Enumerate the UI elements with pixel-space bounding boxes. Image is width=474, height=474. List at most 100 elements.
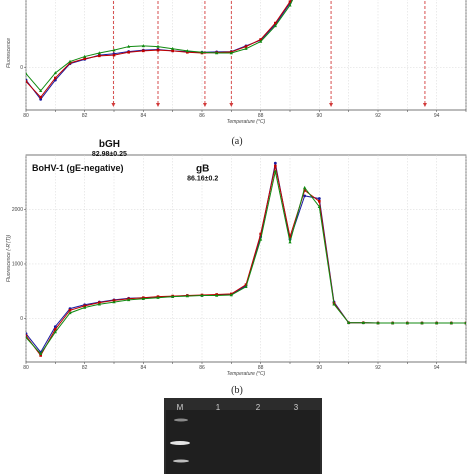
data-point <box>26 334 28 338</box>
data-point <box>39 354 42 357</box>
data-point <box>127 44 131 48</box>
data-point <box>273 169 277 173</box>
peak-value: 86.16±0.2 <box>187 176 218 183</box>
series-3 <box>26 0 294 92</box>
data-point <box>68 311 72 315</box>
data-point <box>435 321 439 325</box>
data-point <box>26 332 28 336</box>
data-point <box>274 164 277 168</box>
data-point <box>141 44 145 48</box>
x-tick-label: 94 <box>434 113 440 119</box>
x-tick-label: 94 <box>434 365 440 371</box>
data-point <box>317 197 321 200</box>
tm-marker-arrow <box>202 103 207 107</box>
data-point <box>288 3 292 7</box>
data-point <box>83 305 87 309</box>
caption-a: (a) <box>231 136 242 147</box>
gel-lane-label-m: M <box>177 403 184 412</box>
data-point <box>347 320 351 324</box>
data-point <box>259 38 262 41</box>
y-tick-label: 0 <box>20 65 23 71</box>
data-point <box>244 45 248 48</box>
data-point <box>185 294 189 298</box>
data-point <box>288 240 292 244</box>
y-tick-label: 0 <box>20 316 23 322</box>
data-point <box>39 352 43 356</box>
data-point <box>127 50 130 54</box>
gel-lane-area <box>166 410 320 474</box>
plot-area <box>25 154 467 363</box>
data-point <box>68 59 72 63</box>
data-point <box>83 57 86 60</box>
data-point <box>303 185 307 189</box>
data-point <box>26 71 28 75</box>
data-point <box>376 321 380 325</box>
data-point <box>26 80 28 83</box>
marker-band <box>170 441 190 445</box>
data-point <box>53 71 57 75</box>
data-point <box>156 48 160 52</box>
data-point <box>229 51 233 55</box>
data-point <box>185 49 189 53</box>
x-tick-label: 92 <box>375 113 381 119</box>
peak-label: bGH <box>99 139 120 150</box>
data-point <box>171 294 175 298</box>
y-tick-label: 2000 <box>12 207 23 213</box>
data-point <box>39 97 43 101</box>
tm-marker-arrow <box>422 103 427 107</box>
x-tick-label: 84 <box>141 113 147 119</box>
data-point <box>288 0 292 3</box>
data-point <box>317 204 321 208</box>
y-axis-label: Fluorescence (-R'(T)) <box>6 234 12 282</box>
data-point <box>186 50 189 54</box>
data-point <box>332 302 336 306</box>
tm-marker-arrow <box>156 103 160 107</box>
gel-lane-label-3: 3 <box>294 403 299 412</box>
data-point <box>449 321 453 325</box>
data-point <box>39 88 43 92</box>
data-point <box>112 48 116 52</box>
data-point <box>244 285 248 289</box>
gel-lane-label-2: 2 <box>256 403 261 412</box>
data-point <box>273 24 277 28</box>
data-point <box>361 320 365 324</box>
tm-marker-arrow <box>111 103 116 107</box>
data-point <box>318 200 321 203</box>
x-tick-label: 90 <box>317 113 323 119</box>
data-point <box>464 321 466 325</box>
x-tick-label: 84 <box>141 365 147 371</box>
x-tick-label: 92 <box>375 365 381 371</box>
x-tick-label: 90 <box>317 365 323 371</box>
data-point <box>54 328 57 331</box>
data-point <box>142 49 145 53</box>
data-point <box>171 46 175 50</box>
tm-marker-arrow <box>229 103 234 107</box>
data-point <box>200 293 204 297</box>
data-point <box>156 295 160 299</box>
data-point <box>303 194 307 198</box>
x-tick-label: 80 <box>23 365 29 371</box>
series-3 <box>26 169 466 356</box>
series-line <box>26 0 294 92</box>
data-point <box>391 321 395 325</box>
y-axis-label: Fluorescence <box>6 38 12 68</box>
data-point <box>274 21 277 25</box>
data-point <box>244 46 248 50</box>
data-point <box>141 297 145 301</box>
data-point <box>39 95 42 99</box>
data-point <box>156 44 160 48</box>
y-tick-label: 1000 <box>12 262 23 268</box>
data-point <box>244 283 248 286</box>
agarose-gel-image: M 1 2 3 <box>164 398 322 474</box>
data-point <box>259 39 263 43</box>
x-tick-label: 86 <box>199 365 205 371</box>
data-point <box>68 61 72 65</box>
data-point <box>171 49 174 53</box>
data-point <box>26 335 28 339</box>
data-point <box>112 300 116 304</box>
x-tick-label: 86 <box>199 113 205 119</box>
data-point <box>54 76 57 80</box>
data-point <box>53 330 57 334</box>
melting-curve-chart-a: 80 82 84 86 88 90 92 94 0 Temperature (°C) Fluores… <box>6 0 467 125</box>
